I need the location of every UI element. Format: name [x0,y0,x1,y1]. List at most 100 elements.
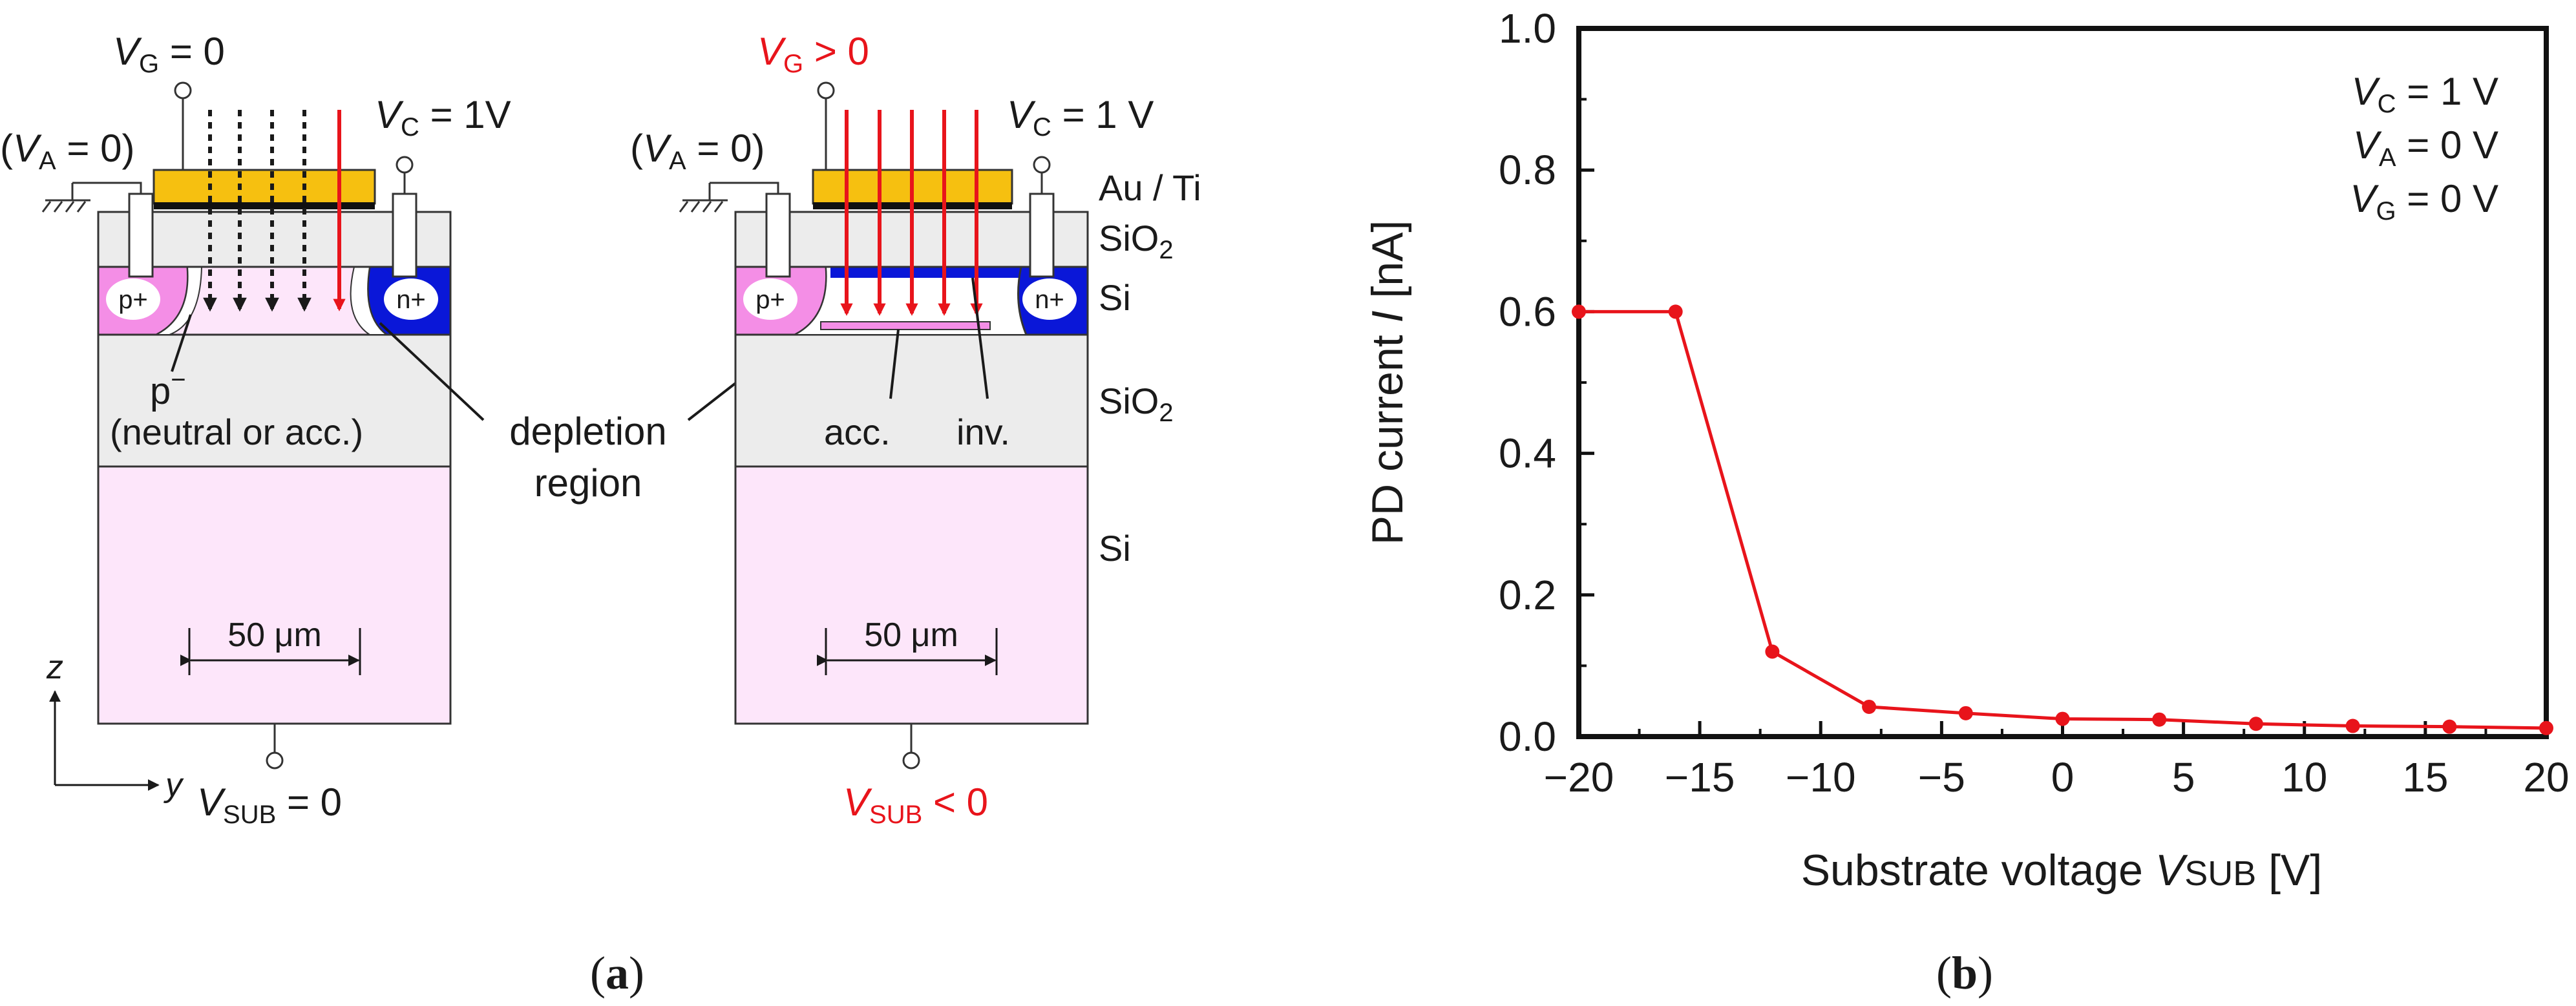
vg-left-label: VG = 0 [113,30,225,78]
chart: −20 −15 −10 −5 0 5 10 15 20 0.0 0.2 0.4 0.6 0.8 1.0 [1499,5,2570,801]
annotation-va: VA = 0 V [2353,123,2498,172]
contact-c [392,193,417,278]
data-point [2055,711,2070,726]
x-tick-label: 0 [2051,754,2075,801]
data-point [1765,644,1780,659]
depletion-label-2: region [534,461,642,505]
axis-z-label: z [46,649,63,686]
layer-si-top-label: Si [1099,277,1131,318]
depletion-left-n [350,266,389,335]
dimension-left-label: 50 μm [227,616,322,654]
axis-y-label: y [164,766,184,804]
layer-si-sub-label: Si [1099,528,1131,569]
device-left: p+ n+ [41,81,452,770]
data-point [2539,720,2553,735]
y-tick-label: 0.0 [1499,713,1556,760]
va-wire-r [710,182,779,194]
inv-label: inv. [956,412,1010,452]
vc-terminal [396,156,414,174]
data-point [1668,304,1683,319]
neutral-label: (neutral or acc.) [110,412,363,452]
p-minus-label: p− [150,366,186,412]
vsub-terminal-r [902,751,920,770]
contact-c-r [1029,193,1055,278]
gate-terminal [174,81,192,100]
n-plus-label: n+ [396,286,426,314]
y-axis-label: PD current I [nA] [1363,220,1412,545]
y-tick-label: 0.6 [1499,288,1556,335]
dimension-right-label: 50 μm [864,616,958,654]
vc-terminal-r [1033,156,1051,174]
inversion-layer [830,267,1024,278]
x-tick-label: 10 [2281,754,2327,801]
x-tick-label: −5 [1918,754,1965,801]
acc-label: acc. [824,412,891,452]
y-tick-label: 0.8 [1499,147,1556,193]
data-point [1572,304,1586,319]
layer-box-label: SiO2 [1099,381,1174,427]
box-oxide-r [734,333,1089,468]
accumulation-layer [820,321,991,330]
va-right-label: (VA = 0) [630,127,765,175]
vsub-right-label: VSUB < 0 [843,781,988,829]
contact-a-r [765,193,791,278]
chart-tick-labels: −20 −15 −10 −5 0 5 10 15 20 0.0 0.2 0.4 0.6 0.8 1.0 [1499,5,2570,801]
caption-b: (b) [1936,947,1993,999]
layer-metal-label: Au / Ti [1099,167,1201,208]
x-tick-label: 15 [2402,754,2448,801]
annotation-vg: VG = 0 V [2350,177,2498,225]
data-point [1958,706,1973,720]
layer-oxide-top-label: SiO2 [1099,218,1174,264]
p-plus-label: p+ [118,286,148,314]
p-plus-bubble-r [743,278,797,320]
x-tick-label: −20 [1544,754,1614,801]
p-plus-bubble [106,278,160,320]
device-right: p+ n+ 50 μm [679,81,1089,770]
vsub-left-label: VSUB = 0 [197,781,342,829]
n-plus-bubble-r [1022,278,1077,320]
acc-pointer [889,329,900,399]
va-wire [72,182,142,194]
vc-left-label: VC = 1V [375,93,511,141]
si-substrate [97,465,452,725]
vg-right-label: VG > 0 [757,30,869,78]
x-tick-label: 20 [2523,754,2569,801]
data-point [2345,718,2360,733]
series-points [1572,304,2553,735]
depletion-label-1: depletion [509,410,667,453]
axis-indicator [49,690,160,791]
x-tick-label: 5 [2172,754,2195,801]
data-point [2248,717,2263,731]
depletion-pointer-a [379,322,485,421]
y-tick-label: 1.0 [1499,5,1556,52]
light-arrows-dotted [203,110,311,312]
ground-icon [41,183,90,213]
x-tick-label: −15 [1665,754,1735,801]
light-arrows-red [840,110,983,316]
caption-a: (a) [590,947,644,999]
vsub-terminal [266,751,284,770]
y-tick-label: 0.2 [1499,572,1556,618]
data-point [1862,699,1877,714]
inv-pointer [971,277,989,399]
gate-terminal-r [817,81,835,100]
vc-right-label: VC = 1 V [1007,93,1154,141]
data-point [2442,719,2457,734]
depletion-left-p [156,266,203,335]
data-point [2152,712,2167,727]
gate-metal [153,169,376,205]
y-tick-label: 0.4 [1499,430,1556,477]
ground-icon-r [679,183,728,213]
top-oxide [97,211,452,268]
contact-a [128,193,154,278]
n-plus-bubble [384,278,438,320]
x-axis-label: Substrate voltage VSUB [V] [1801,846,2323,895]
annotation-vc: VC = 1 V [2352,70,2498,118]
p-plus-label-r: p+ [755,286,785,314]
box-oxide [97,333,452,468]
va-left-label: (VA = 0) [0,127,134,175]
x-tick-label: −10 [1786,754,1856,801]
si-substrate-r [734,465,1089,725]
p-minus-pointer [171,314,192,372]
gate-ti [154,202,375,209]
